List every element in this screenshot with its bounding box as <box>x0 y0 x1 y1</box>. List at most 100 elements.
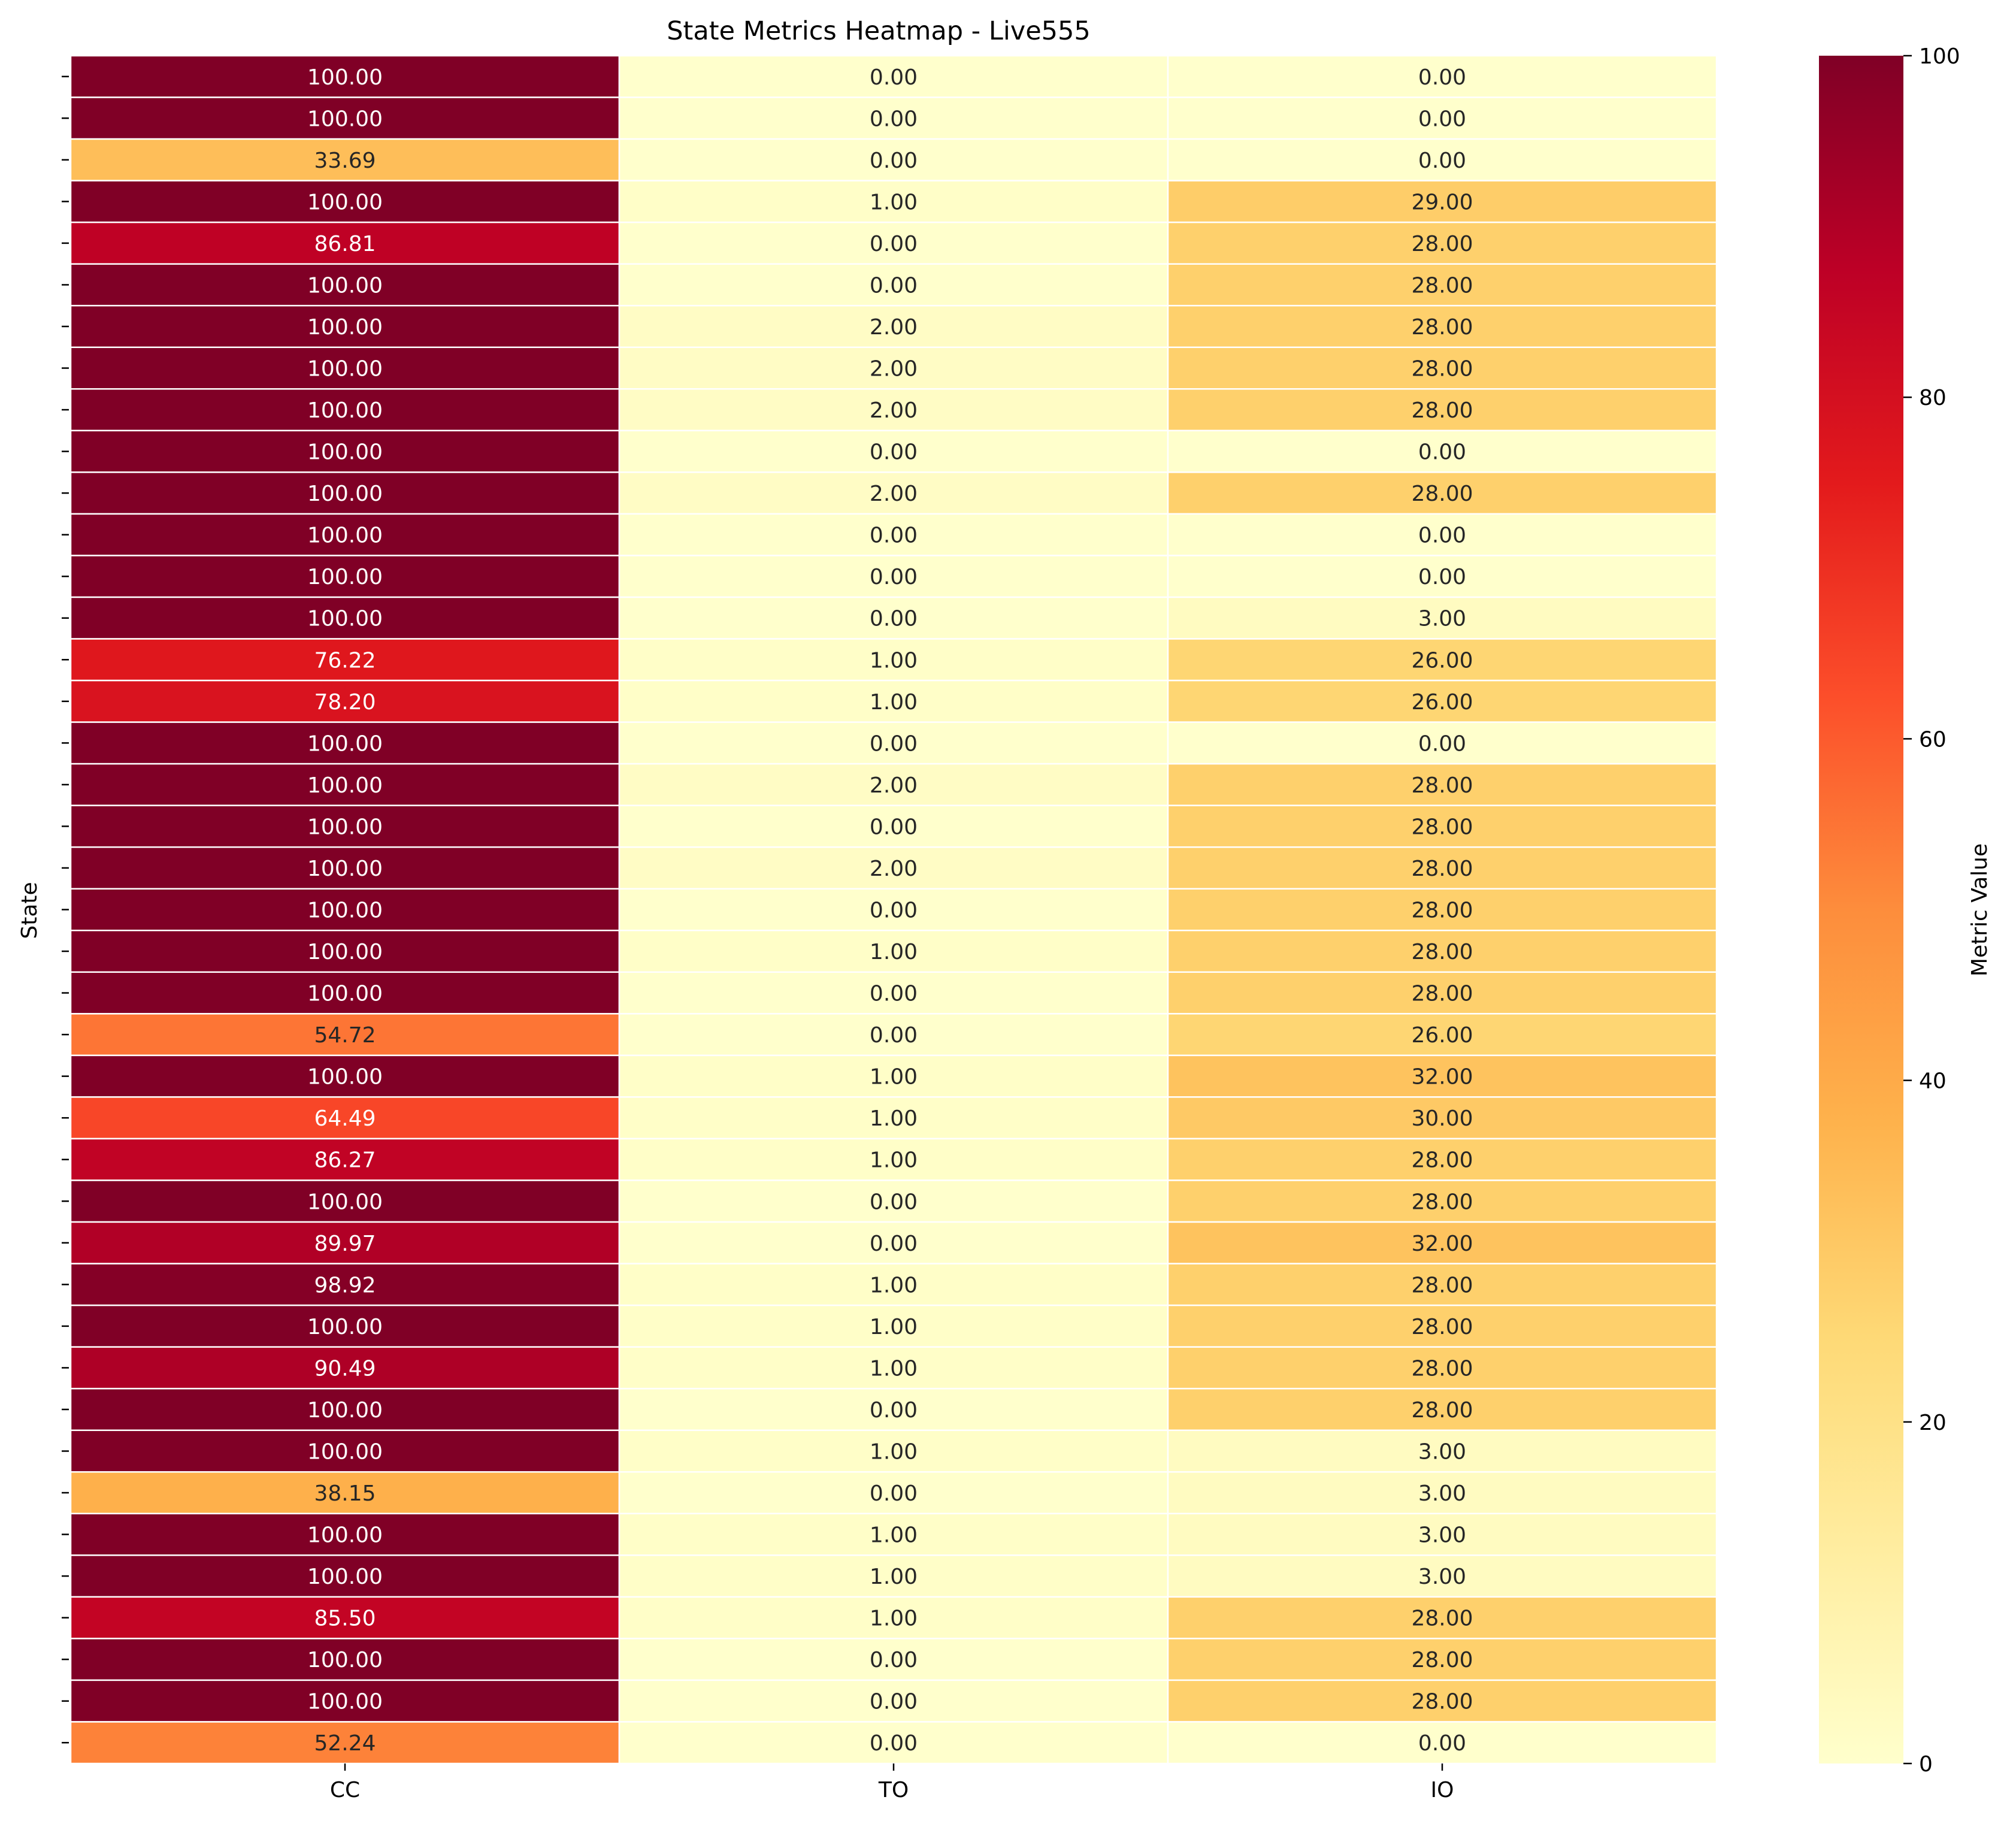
cell-value-label: 0.00 <box>1418 65 1466 90</box>
cell-value-label: 0.00 <box>870 607 918 631</box>
cell-value-label: 100.00 <box>307 398 383 423</box>
heatmap-cell <box>69 221 620 265</box>
heatmap-cell <box>69 304 620 349</box>
cell-value-label: 28.00 <box>1411 815 1473 839</box>
cell-value-label: 28.00 <box>1411 857 1473 881</box>
cell-value-label: 0.00 <box>1418 1731 1466 1756</box>
heatmap-cell <box>618 1679 1169 1723</box>
cell-value-label: 2.00 <box>870 773 918 798</box>
cell-value-label: 1.00 <box>870 1273 918 1297</box>
cell-value-label: 28.00 <box>1411 1648 1473 1672</box>
cell-value-label: 28.00 <box>1411 232 1473 256</box>
heatmap-cell <box>618 930 1169 973</box>
cell-value-label: 0.00 <box>870 65 918 90</box>
cell-value-label: 100.00 <box>307 524 383 548</box>
cell-value-label: 0.00 <box>1418 149 1466 173</box>
heatmap-cell <box>69 471 620 515</box>
cell-value-label: 28.00 <box>1411 315 1473 340</box>
heatmap-cell <box>69 1221 620 1265</box>
heatmap-cell <box>618 1096 1169 1140</box>
cell-value-label: 98.92 <box>314 1273 376 1297</box>
cell-value-label: 100.00 <box>307 607 383 631</box>
y-axis-ticks <box>62 75 69 1744</box>
cell-value-label: 28.00 <box>1411 773 1473 798</box>
cell-value-label: 86.81 <box>314 232 376 256</box>
cell-value-label: 100.00 <box>307 190 383 214</box>
cell-value-label: 1.00 <box>870 1315 918 1339</box>
x-tick-label: CC <box>330 1778 360 1802</box>
cell-value-label: 100.00 <box>307 440 383 465</box>
heatmap-cell <box>69 763 620 806</box>
heatmap-cell <box>618 55 1169 98</box>
heatmap-cell <box>69 1096 620 1140</box>
cell-value-label: 0.00 <box>870 1398 918 1423</box>
cell-value-label: 100.00 <box>307 107 383 131</box>
cell-value-label: 0.00 <box>870 1232 918 1256</box>
cell-value-label: 28.00 <box>1411 1690 1473 1714</box>
heatmap-cell <box>69 638 620 682</box>
heatmap-cell <box>618 263 1169 307</box>
heatmap-cell <box>1167 1387 1718 1431</box>
cell-value-label: 100.00 <box>307 857 383 881</box>
cell-value-label: 100.00 <box>307 1439 383 1464</box>
cell-value-label: 28.00 <box>1411 982 1473 1006</box>
heatmap-cell <box>1167 1096 1718 1140</box>
heatmap-cell <box>69 180 620 223</box>
cell-value-label: 2.00 <box>870 315 918 340</box>
cell-value-label: 38.15 <box>314 1481 376 1506</box>
cell-value-label: 28.00 <box>1411 1315 1473 1339</box>
cell-value-label: 0.00 <box>870 1023 918 1048</box>
heatmap-cell <box>1167 304 1718 349</box>
heatmap-cell <box>618 846 1169 890</box>
cell-value-label: 28.00 <box>1411 1273 1473 1297</box>
cell-value-label: 0.00 <box>870 1690 918 1714</box>
heatmap-cell <box>618 555 1169 598</box>
cell-value-label: 0.00 <box>870 440 918 465</box>
cell-value-label: 1.00 <box>870 1607 918 1631</box>
cell-value-label: 100.00 <box>307 1690 383 1714</box>
cell-value-label: 0.00 <box>870 524 918 548</box>
heatmap-cell <box>618 346 1169 390</box>
cell-value-label: 0.00 <box>870 1190 918 1214</box>
heatmap-cell <box>69 1721 620 1765</box>
cell-value-label: 1.00 <box>870 1065 918 1090</box>
cell-value-label: 0.00 <box>1418 440 1466 465</box>
heatmap-cell <box>618 596 1169 640</box>
colorbar-gradient-bar <box>1819 56 1903 1763</box>
cell-value-label: 1.00 <box>870 1439 918 1464</box>
cell-value-label: 78.20 <box>314 690 376 715</box>
heatmap-cells <box>69 55 1718 1765</box>
cell-value-label: 0.00 <box>870 899 918 923</box>
heatmap-cell <box>618 1387 1169 1431</box>
cell-value-label: 29.00 <box>1411 190 1473 214</box>
heatmap-cell <box>618 388 1169 432</box>
cell-value-label: 100.00 <box>307 899 383 923</box>
cell-value-label: 0.00 <box>870 565 918 589</box>
heatmap-cell <box>1167 429 1718 473</box>
heatmap-cell <box>69 721 620 765</box>
heatmap-cell <box>1167 721 1718 765</box>
cell-value-label: 26.00 <box>1411 690 1473 715</box>
heatmap-cell <box>618 1221 1169 1265</box>
heatmap-cell-labels: 100.00 0.00 0.00 100.00 0.00 0.00 33.69 0.00 0.0… <box>307 65 1473 1756</box>
y-axis-label: State <box>17 882 42 939</box>
cell-value-label: 3.00 <box>1418 1565 1466 1589</box>
heatmap-cell <box>1167 1554 1718 1598</box>
cell-value-label: 100.00 <box>307 273 383 298</box>
cell-value-label: 3.00 <box>1418 1439 1466 1464</box>
heatmap-cell <box>1167 1263 1718 1306</box>
heatmap-cell <box>618 138 1169 182</box>
cell-value-label: 0.00 <box>870 815 918 839</box>
heatmap-cell <box>69 346 620 390</box>
cell-value-label: 0.00 <box>1418 565 1466 589</box>
heatmap-cell <box>1167 55 1718 98</box>
heatmap-cell <box>1167 1721 1718 1765</box>
heatmap-cell <box>618 1263 1169 1306</box>
heatmap-cell <box>1167 1638 1718 1681</box>
heatmap-cell <box>69 1638 620 1681</box>
heatmap-cell <box>618 638 1169 682</box>
heatmap-cell <box>1167 1513 1718 1556</box>
heatmap-cell <box>1167 1471 1718 1515</box>
heatmap-cell <box>618 971 1169 1015</box>
cell-value-label: 100.00 <box>307 773 383 798</box>
